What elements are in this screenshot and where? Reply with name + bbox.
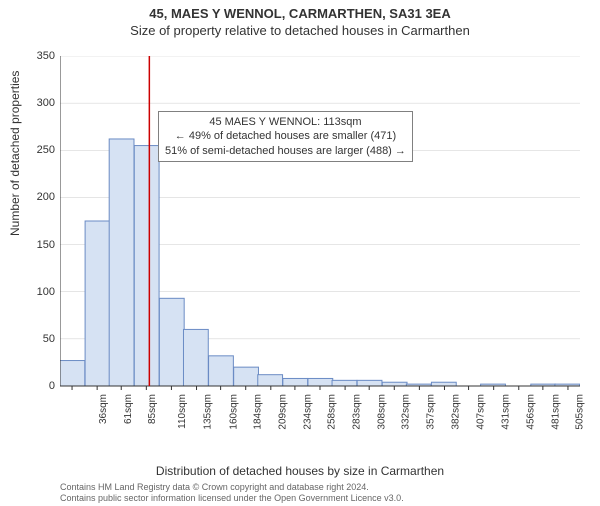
chart-container: 45, MAES Y WENNOL, CARMARTHEN, SA31 3EA … [0,6,600,506]
x-tick-label: 36sqm [98,394,109,424]
chart-area: 050100150200250300350 36sqm61sqm85sqm110… [60,56,580,426]
title-line-2: Size of property relative to detached ho… [0,23,600,38]
x-tick-label: 61sqm [123,394,134,424]
x-tick-label: 505sqm [574,394,585,430]
title-line-1: 45, MAES Y WENNOL, CARMARTHEN, SA31 3EA [0,6,600,21]
y-tick-label: 350 [25,50,55,62]
x-tick-label: 234sqm [302,394,313,430]
x-tick-label: 110sqm [177,394,188,429]
footer-line-1: Contains HM Land Registry data © Crown c… [60,482,404,493]
x-tick-label: 160sqm [228,394,239,430]
x-tick-label: 258sqm [326,394,337,430]
x-tick-label: 85sqm [147,394,158,424]
annotation-line-1: 45 MAES Y WENNOL: 113sqm [165,115,406,129]
annotation-line-2: ← 49% of detached houses are smaller (47… [165,129,406,143]
x-axis-label: Distribution of detached houses by size … [0,464,600,478]
footer-line-2: Contains public sector information licen… [60,493,404,504]
x-tick-label: 382sqm [451,394,462,430]
y-tick-label: 250 [25,144,55,156]
x-tick-label: 357sqm [426,394,437,430]
y-tick-label: 150 [25,239,55,251]
x-tick-label: 209sqm [277,394,288,430]
x-tick-label: 481sqm [550,394,561,430]
annotation-line-3: 51% of semi-detached houses are larger (… [165,144,406,158]
y-tick-label: 200 [25,191,55,203]
x-tick-label: 407sqm [476,394,487,430]
x-tick-label: 332sqm [401,394,412,430]
x-tick-label: 308sqm [377,394,388,430]
y-tick-label: 300 [25,97,55,109]
footer-text: Contains HM Land Registry data © Crown c… [60,482,404,504]
annotation-box: 45 MAES Y WENNOL: 113sqm ← 49% of detach… [158,111,413,162]
y-tick-label: 0 [25,380,55,392]
y-tick-label: 100 [25,286,55,298]
x-tick-label: 135sqm [203,394,214,430]
x-tick-label: 283sqm [352,394,363,430]
x-tick-label: 184sqm [252,394,263,430]
x-tick-label: 456sqm [525,394,536,430]
y-axis-label: Number of detached properties [8,71,22,236]
y-tick-label: 50 [25,333,55,345]
x-tick-label: 431sqm [500,394,511,430]
